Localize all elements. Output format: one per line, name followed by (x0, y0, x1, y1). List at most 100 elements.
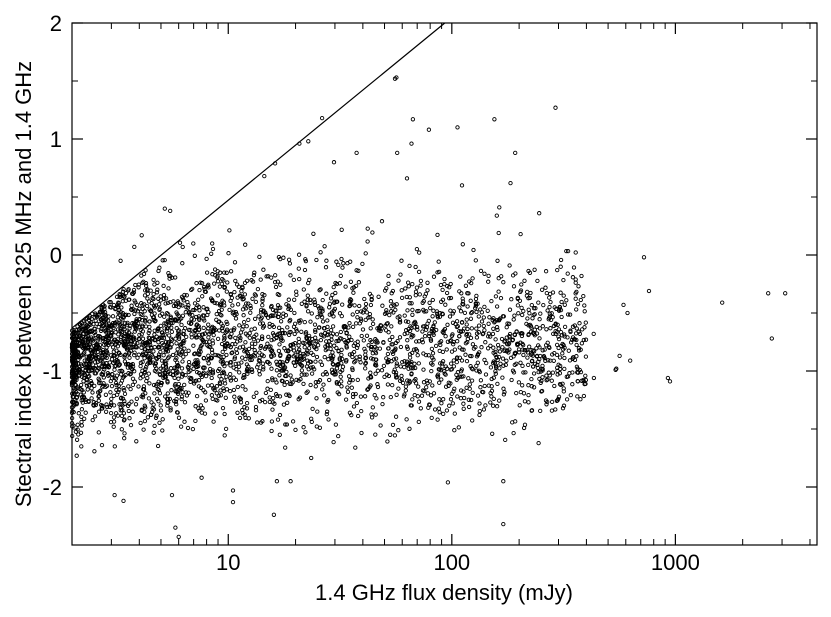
data-point (103, 392, 109, 397)
data-point (507, 347, 512, 352)
data-point (142, 309, 147, 314)
data-point (354, 345, 360, 350)
data-point (418, 406, 423, 411)
data-point (104, 402, 109, 407)
data-point (180, 359, 185, 364)
data-point (185, 305, 191, 310)
data-point (617, 353, 622, 359)
data-point (474, 326, 479, 331)
data-point (380, 401, 385, 407)
data-point (405, 308, 410, 313)
data-point (306, 340, 311, 345)
data-point (299, 329, 304, 334)
data-point (473, 296, 479, 302)
data-point (246, 346, 252, 352)
data-point (461, 374, 466, 379)
data-point (201, 284, 207, 290)
data-point (239, 289, 244, 294)
data-point (252, 348, 257, 353)
data-point (457, 289, 462, 294)
data-point (224, 327, 230, 332)
data-point (394, 363, 399, 368)
data-point (336, 391, 342, 397)
data-point (312, 367, 317, 372)
data-point (109, 357, 115, 362)
data-point (292, 310, 297, 316)
data-point (137, 332, 142, 338)
data-point (583, 381, 588, 387)
data-point (317, 425, 323, 430)
data-point (437, 397, 442, 402)
data-point (405, 331, 410, 336)
data-point (113, 330, 118, 335)
data-point (235, 295, 240, 300)
data-point (85, 345, 90, 351)
data-point (358, 360, 363, 365)
data-point (117, 362, 122, 367)
data-point (271, 324, 277, 330)
data-point (108, 410, 114, 416)
data-point (69, 379, 75, 385)
data-point (496, 289, 501, 294)
data-point (233, 377, 239, 383)
data-point (216, 308, 222, 314)
data-point (432, 407, 438, 412)
data-point (81, 379, 86, 384)
data-point (426, 333, 432, 339)
data-point (448, 308, 453, 313)
data-point (196, 378, 202, 383)
data-point (101, 319, 107, 325)
data-point (89, 386, 94, 391)
data-point (350, 324, 356, 330)
data-point (315, 343, 321, 348)
data-point (326, 417, 331, 422)
data-point (442, 371, 447, 376)
data-point (458, 388, 464, 393)
data-point (497, 205, 502, 210)
data-point (469, 378, 475, 383)
data-point (355, 377, 360, 383)
data-point (180, 339, 186, 344)
data-point (511, 317, 516, 322)
data-point (504, 358, 509, 363)
data-point (277, 432, 282, 437)
data-point (525, 316, 530, 321)
data-point (132, 329, 137, 334)
data-point (122, 391, 128, 397)
data-point (362, 296, 367, 302)
data-point (217, 328, 222, 333)
data-point (305, 309, 311, 314)
data-point (84, 329, 89, 334)
data-point (548, 299, 553, 305)
data-point (487, 315, 492, 320)
data-point (122, 355, 127, 360)
data-point (412, 361, 417, 366)
data-point (173, 399, 179, 404)
data-point (209, 355, 215, 360)
data-point (278, 319, 284, 324)
data-point (143, 324, 149, 329)
data-point (440, 287, 445, 293)
data-point (176, 376, 181, 381)
data-point (488, 365, 494, 370)
data-point (206, 322, 211, 327)
data-point (621, 302, 626, 308)
data-point (499, 336, 505, 342)
data-point (266, 360, 271, 365)
data-point (152, 338, 157, 343)
data-point (520, 312, 525, 318)
data-point (431, 329, 437, 334)
data-point (466, 397, 471, 402)
data-point (166, 340, 171, 345)
data-point (438, 361, 443, 366)
y-axis-title: Stectral index between 325 MHz and 1.4 G… (11, 61, 36, 507)
data-point (191, 381, 197, 386)
data-point (267, 399, 272, 405)
data-point (102, 310, 108, 315)
data-point (156, 340, 161, 345)
data-point (556, 308, 562, 313)
data-point (320, 372, 326, 377)
data-point (127, 401, 132, 407)
data-point (421, 307, 426, 313)
data-point (351, 349, 357, 355)
